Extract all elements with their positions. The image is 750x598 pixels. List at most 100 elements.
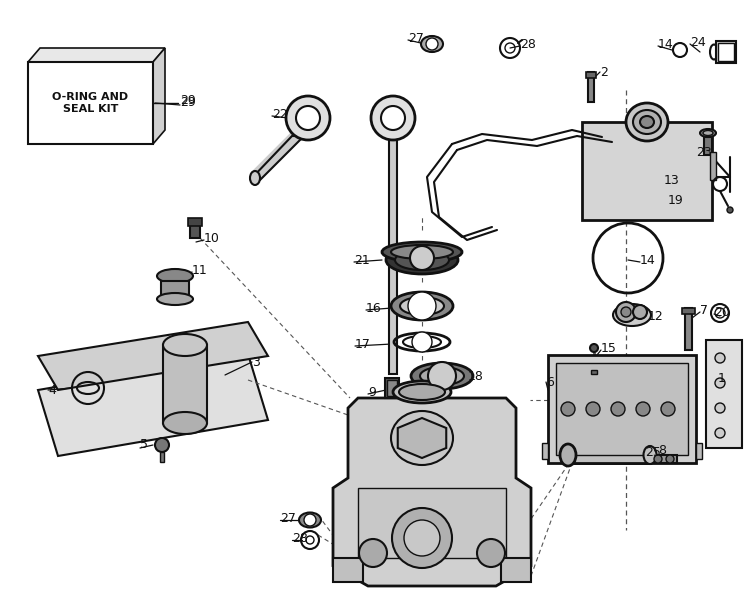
Text: 27: 27 [408, 32, 424, 44]
Ellipse shape [157, 269, 193, 283]
Bar [716, 41, 736, 63]
Bar [591, 370, 597, 374]
Bar [358, 488, 506, 558]
Circle shape [359, 539, 387, 567]
Polygon shape [548, 355, 696, 463]
Ellipse shape [644, 446, 656, 464]
Text: 10: 10 [204, 231, 220, 245]
Bar [385, 378, 399, 398]
Circle shape [410, 246, 434, 270]
Text: 3: 3 [252, 355, 260, 368]
Bar [333, 558, 363, 582]
Ellipse shape [399, 384, 445, 400]
Ellipse shape [391, 411, 453, 465]
Ellipse shape [403, 336, 441, 348]
Circle shape [715, 403, 725, 413]
Text: 11: 11 [192, 264, 208, 276]
Text: 17: 17 [355, 337, 370, 350]
Text: 21: 21 [354, 254, 370, 267]
Circle shape [715, 353, 725, 363]
Bar [706, 340, 742, 448]
Circle shape [715, 428, 725, 438]
Text: 8: 8 [658, 444, 666, 456]
Bar [163, 345, 207, 423]
Circle shape [371, 96, 415, 140]
Text: 29: 29 [180, 96, 196, 109]
Ellipse shape [391, 292, 453, 320]
Text: 19: 19 [668, 194, 684, 206]
Ellipse shape [640, 116, 654, 128]
Polygon shape [38, 322, 268, 390]
Circle shape [304, 514, 316, 526]
Circle shape [477, 539, 505, 567]
Ellipse shape [411, 363, 473, 389]
Bar [501, 558, 531, 582]
Bar [704, 137, 712, 155]
Bar [387, 380, 397, 396]
Circle shape [561, 402, 575, 416]
Polygon shape [28, 48, 165, 62]
Ellipse shape [560, 444, 576, 466]
Text: 13: 13 [664, 173, 680, 187]
Circle shape [636, 402, 650, 416]
Circle shape [666, 455, 674, 463]
Bar [556, 363, 688, 455]
Text: 2: 2 [600, 66, 608, 78]
Polygon shape [250, 136, 304, 180]
Ellipse shape [163, 334, 207, 356]
Ellipse shape [157, 293, 193, 305]
Circle shape [654, 455, 662, 463]
Ellipse shape [250, 171, 260, 185]
Bar [682, 308, 695, 314]
Circle shape [408, 292, 436, 320]
Polygon shape [333, 398, 531, 586]
Circle shape [155, 438, 169, 452]
Polygon shape [398, 418, 446, 458]
Bar [190, 224, 200, 238]
Bar [586, 72, 596, 78]
Circle shape [715, 378, 725, 388]
Circle shape [392, 508, 452, 568]
Ellipse shape [163, 412, 207, 434]
Text: 7: 7 [700, 304, 708, 316]
Bar [389, 134, 397, 374]
Bar [710, 152, 716, 180]
Circle shape [286, 96, 330, 140]
Circle shape [616, 302, 636, 322]
Text: 5: 5 [140, 438, 148, 451]
Circle shape [727, 207, 733, 213]
Ellipse shape [613, 304, 651, 326]
Text: 6: 6 [546, 376, 554, 389]
Bar [588, 72, 594, 102]
Text: 18: 18 [468, 370, 484, 383]
Bar [685, 308, 692, 350]
Circle shape [404, 520, 440, 556]
Circle shape [412, 332, 432, 352]
Text: 20: 20 [714, 306, 730, 319]
Circle shape [296, 106, 320, 130]
Text: 22: 22 [272, 108, 288, 121]
Ellipse shape [400, 297, 444, 315]
Text: 14: 14 [658, 38, 674, 50]
Ellipse shape [626, 103, 668, 141]
Text: 25: 25 [645, 446, 661, 459]
Bar [160, 452, 164, 462]
Text: 16: 16 [366, 301, 382, 315]
Bar [696, 443, 702, 459]
Ellipse shape [386, 246, 458, 274]
Text: 4: 4 [48, 383, 56, 396]
Polygon shape [38, 354, 268, 456]
Bar [542, 443, 548, 459]
Circle shape [661, 402, 675, 416]
Bar [28, 62, 153, 144]
Ellipse shape [391, 245, 453, 259]
Text: 28: 28 [292, 532, 308, 545]
Ellipse shape [703, 130, 713, 136]
Circle shape [611, 402, 625, 416]
Text: 14: 14 [640, 254, 656, 267]
Text: 9: 9 [368, 386, 376, 398]
Ellipse shape [421, 36, 443, 52]
Text: 23: 23 [696, 145, 712, 158]
Text: 24: 24 [690, 35, 706, 48]
Ellipse shape [386, 253, 400, 263]
